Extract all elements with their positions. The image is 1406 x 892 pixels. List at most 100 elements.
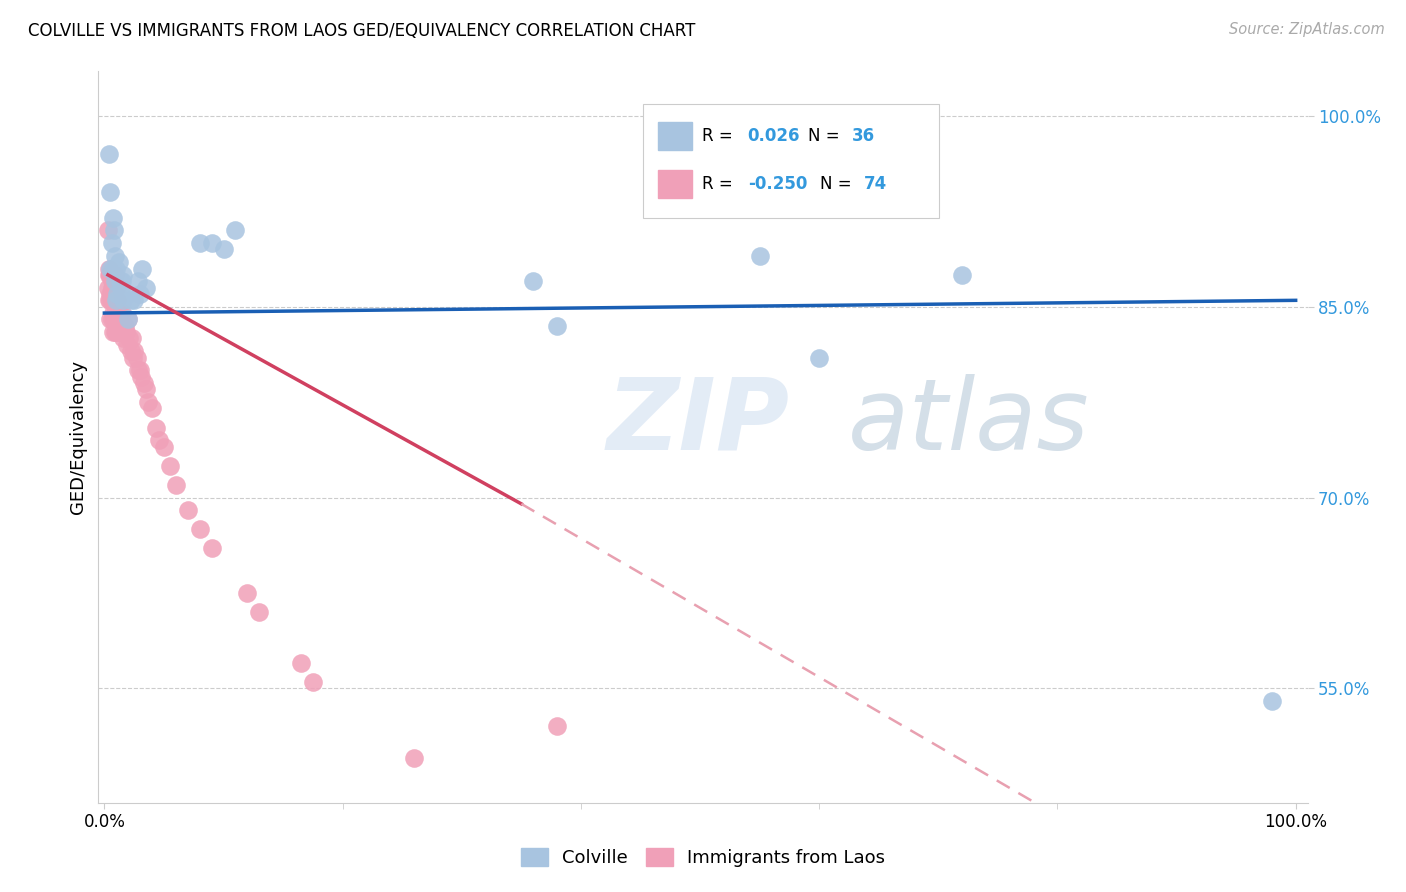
Point <box>98 268 121 282</box>
Point <box>105 293 128 308</box>
Point <box>188 522 211 536</box>
Point <box>101 261 124 276</box>
Point <box>108 274 131 288</box>
Point <box>212 243 235 257</box>
Point <box>97 280 120 294</box>
Point <box>247 605 270 619</box>
Point <box>135 383 157 397</box>
Point <box>112 331 135 345</box>
Point <box>100 280 122 294</box>
Point <box>165 477 187 491</box>
Text: R =: R = <box>702 127 738 145</box>
Text: atlas: atlas <box>848 374 1090 471</box>
Point <box>105 306 128 320</box>
Text: R =: R = <box>702 175 738 193</box>
Point <box>135 280 157 294</box>
Point <box>110 280 132 294</box>
Text: -0.250: -0.250 <box>748 175 807 193</box>
Text: COLVILLE VS IMMIGRANTS FROM LAOS GED/EQUIVALENCY CORRELATION CHART: COLVILLE VS IMMIGRANTS FROM LAOS GED/EQU… <box>28 22 696 40</box>
Point <box>117 312 139 326</box>
Point <box>100 287 122 301</box>
Point <box>98 185 121 199</box>
Point <box>114 325 136 339</box>
Point <box>112 268 135 282</box>
Legend: Colville, Immigrants from Laos: Colville, Immigrants from Laos <box>513 840 893 874</box>
Point <box>98 261 121 276</box>
Point <box>110 318 132 333</box>
Point <box>111 274 134 288</box>
Point <box>404 751 426 765</box>
Point <box>105 300 128 314</box>
Bar <box>658 170 692 198</box>
Point <box>127 274 149 288</box>
Point <box>200 236 222 251</box>
Point <box>111 306 134 320</box>
Point <box>98 261 121 276</box>
Point <box>129 363 152 377</box>
Point <box>98 312 121 326</box>
Point <box>103 293 125 308</box>
Point <box>153 440 176 454</box>
Point <box>188 236 211 251</box>
Point <box>122 293 145 308</box>
Point <box>103 268 125 282</box>
Point <box>103 223 125 237</box>
Point <box>100 236 122 251</box>
Point <box>103 274 125 288</box>
Point <box>121 331 143 345</box>
Point <box>138 395 160 409</box>
Point <box>122 351 145 365</box>
Point <box>105 280 128 294</box>
Point <box>107 325 129 339</box>
Point <box>950 268 973 282</box>
Point <box>122 344 145 359</box>
Point <box>290 656 312 670</box>
Point <box>98 147 121 161</box>
Point <box>100 293 122 308</box>
Point <box>104 293 127 308</box>
Point <box>112 293 135 308</box>
Point <box>104 249 127 263</box>
Point <box>107 255 129 269</box>
Point <box>103 312 125 326</box>
Point <box>115 338 138 352</box>
Point <box>522 274 544 288</box>
Text: 36: 36 <box>852 127 875 145</box>
Point <box>546 719 568 733</box>
Text: N =: N = <box>820 175 858 193</box>
FancyBboxPatch shape <box>643 104 939 218</box>
Point <box>200 541 222 556</box>
Point <box>107 318 129 333</box>
Point <box>148 434 170 448</box>
Point <box>125 351 148 365</box>
Point <box>98 287 121 301</box>
Point <box>101 306 124 320</box>
Point <box>108 306 131 320</box>
Text: 0.026: 0.026 <box>748 127 800 145</box>
Point <box>104 306 127 320</box>
Point <box>127 363 149 377</box>
Point <box>117 312 139 326</box>
Point <box>98 268 121 282</box>
Point <box>107 312 129 326</box>
Point <box>546 318 568 333</box>
Text: N =: N = <box>808 127 845 145</box>
Point <box>103 287 125 301</box>
Point <box>159 458 181 473</box>
Point <box>1261 694 1284 708</box>
Point <box>100 287 122 301</box>
Point <box>114 287 136 301</box>
Point <box>120 293 142 308</box>
Point <box>101 211 124 225</box>
Text: ZIP: ZIP <box>606 374 789 471</box>
Point <box>101 325 124 339</box>
Point <box>177 503 200 517</box>
Point <box>808 351 831 365</box>
Point <box>98 293 121 308</box>
Point <box>141 401 163 416</box>
Point <box>100 312 122 326</box>
Point <box>97 223 120 237</box>
Point <box>107 293 129 308</box>
Text: 74: 74 <box>863 175 887 193</box>
Point <box>120 344 142 359</box>
